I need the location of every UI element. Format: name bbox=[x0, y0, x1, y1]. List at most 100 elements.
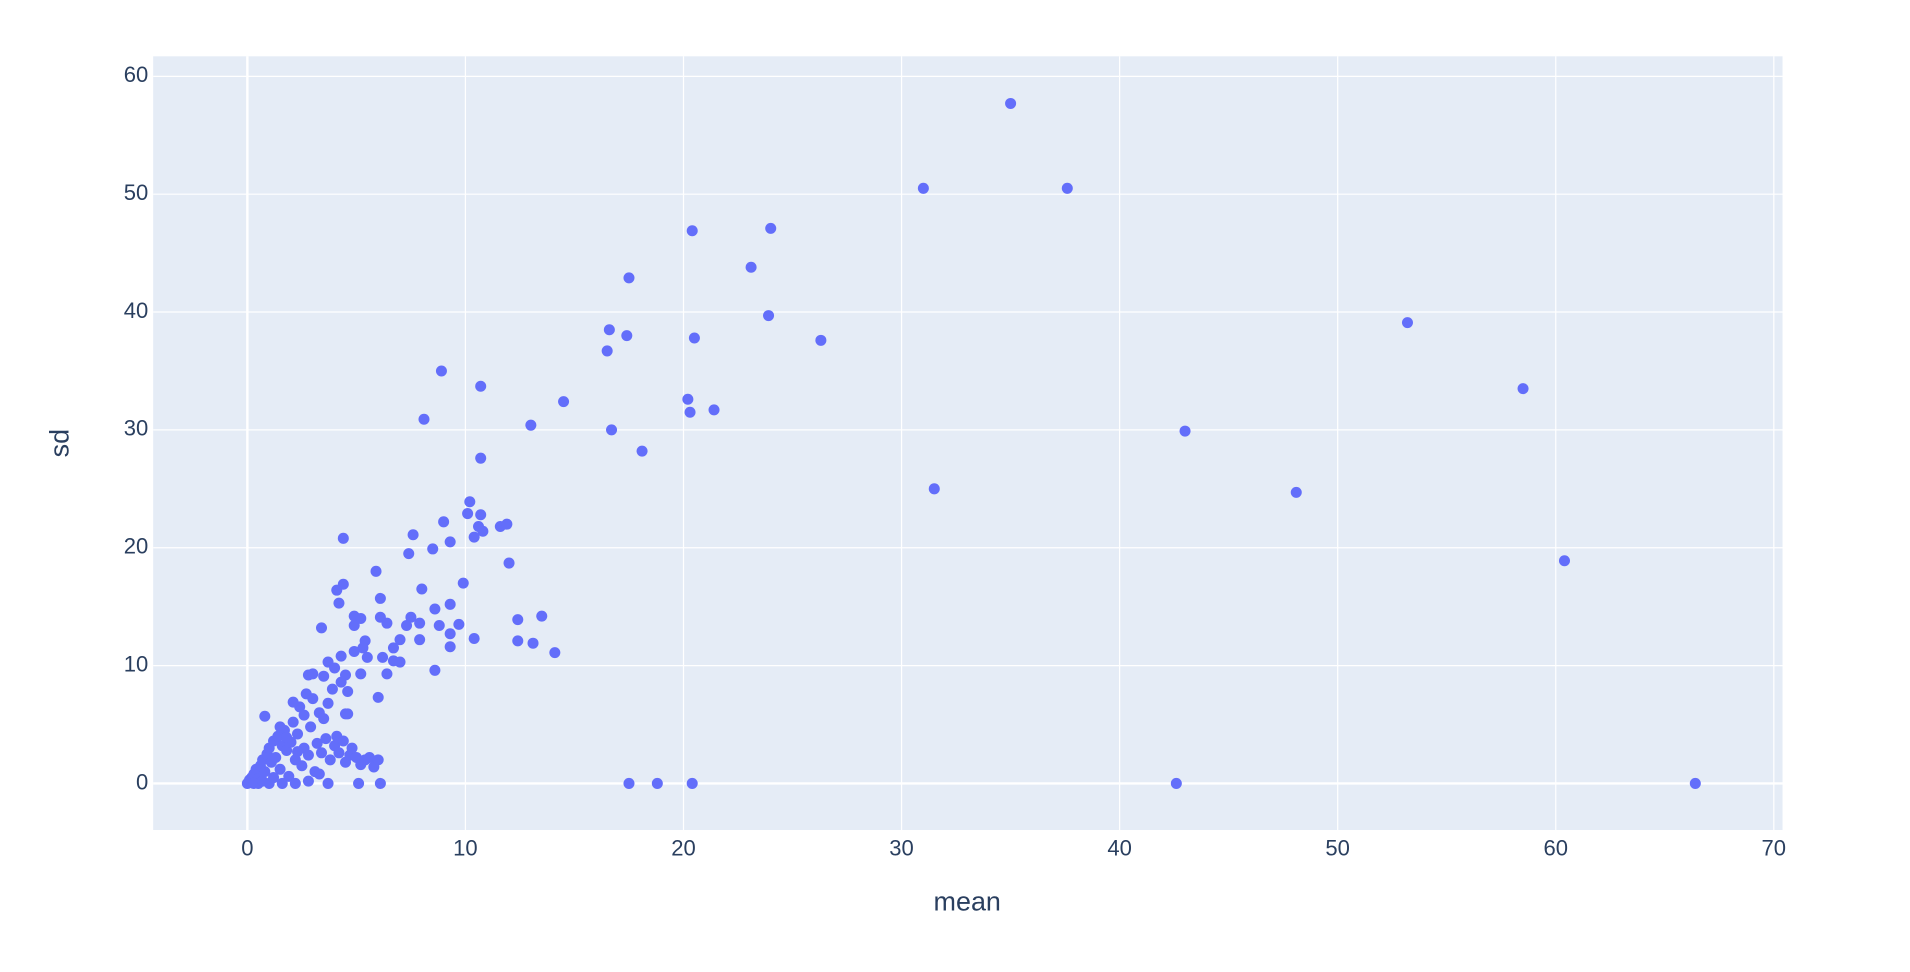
point bbox=[287, 696, 299, 708]
point bbox=[688, 332, 700, 344]
point bbox=[315, 622, 328, 634]
point bbox=[403, 548, 415, 560]
point bbox=[623, 777, 635, 789]
point bbox=[387, 642, 399, 654]
point bbox=[429, 603, 441, 615]
point bbox=[372, 754, 384, 766]
x-tick-label: 40 bbox=[1107, 835, 1132, 860]
point bbox=[536, 610, 548, 622]
point bbox=[444, 536, 456, 548]
y-tick-label: 0 bbox=[136, 769, 148, 794]
point bbox=[917, 182, 929, 194]
point bbox=[477, 525, 489, 537]
point bbox=[357, 642, 369, 654]
point bbox=[464, 496, 476, 508]
y-tick-label: 50 bbox=[124, 180, 149, 205]
point bbox=[370, 565, 382, 577]
point bbox=[686, 225, 698, 237]
point bbox=[302, 775, 314, 787]
point bbox=[315, 747, 328, 759]
point bbox=[335, 676, 347, 688]
point bbox=[363, 752, 375, 764]
point bbox=[623, 272, 635, 284]
point bbox=[292, 746, 304, 758]
point bbox=[686, 777, 698, 789]
point bbox=[381, 617, 393, 629]
point bbox=[501, 518, 513, 530]
point bbox=[302, 749, 314, 761]
point bbox=[307, 668, 319, 680]
point bbox=[444, 641, 456, 653]
point bbox=[468, 632, 480, 644]
point bbox=[281, 744, 293, 756]
x-tick-label: 10 bbox=[453, 835, 478, 860]
point bbox=[331, 584, 343, 596]
point bbox=[414, 617, 426, 629]
point bbox=[475, 509, 487, 521]
point bbox=[438, 516, 450, 528]
point bbox=[468, 531, 480, 543]
point bbox=[651, 777, 663, 789]
point bbox=[427, 543, 439, 555]
point bbox=[381, 668, 393, 680]
point bbox=[270, 752, 282, 764]
point bbox=[348, 645, 360, 657]
point bbox=[283, 770, 295, 782]
point bbox=[355, 612, 367, 624]
point bbox=[549, 647, 561, 659]
point bbox=[333, 747, 345, 759]
point bbox=[1179, 425, 1191, 437]
x-tick-label: 60 bbox=[1544, 835, 1569, 860]
y-tick-label: 40 bbox=[124, 298, 149, 323]
x-tick-label: 0 bbox=[241, 835, 253, 860]
point bbox=[353, 777, 365, 789]
point bbox=[335, 650, 347, 662]
point bbox=[621, 330, 633, 342]
point bbox=[342, 708, 354, 720]
point bbox=[429, 664, 441, 676]
point bbox=[606, 424, 618, 436]
point bbox=[433, 620, 445, 632]
point bbox=[298, 709, 310, 721]
plot-area bbox=[153, 56, 1783, 830]
point bbox=[281, 731, 293, 743]
point bbox=[457, 577, 469, 589]
point bbox=[296, 760, 308, 772]
point bbox=[248, 777, 260, 789]
point bbox=[274, 763, 286, 775]
point bbox=[1005, 97, 1017, 109]
point bbox=[329, 662, 341, 674]
point bbox=[475, 452, 487, 464]
point bbox=[313, 768, 325, 780]
x-tick-label: 20 bbox=[671, 835, 696, 860]
point bbox=[326, 683, 338, 695]
point bbox=[377, 651, 389, 663]
point bbox=[337, 735, 349, 747]
point bbox=[763, 310, 775, 322]
point bbox=[259, 710, 271, 722]
point bbox=[405, 611, 417, 623]
y-tick-label: 20 bbox=[124, 534, 149, 559]
point bbox=[1401, 317, 1413, 329]
point bbox=[355, 668, 367, 680]
point bbox=[444, 598, 456, 610]
point bbox=[601, 345, 613, 357]
point bbox=[324, 754, 336, 766]
point bbox=[311, 737, 323, 749]
point bbox=[342, 686, 354, 698]
point bbox=[444, 628, 456, 640]
y-tick-label: 10 bbox=[124, 651, 149, 676]
point bbox=[1170, 777, 1182, 789]
point bbox=[745, 261, 757, 273]
point bbox=[394, 656, 406, 668]
point bbox=[1290, 486, 1302, 498]
point bbox=[401, 620, 413, 632]
point bbox=[292, 728, 304, 740]
point bbox=[322, 697, 334, 709]
point bbox=[287, 716, 299, 728]
point bbox=[361, 651, 373, 663]
point bbox=[276, 777, 288, 789]
point bbox=[414, 634, 426, 646]
point bbox=[346, 742, 358, 754]
point bbox=[305, 721, 317, 733]
